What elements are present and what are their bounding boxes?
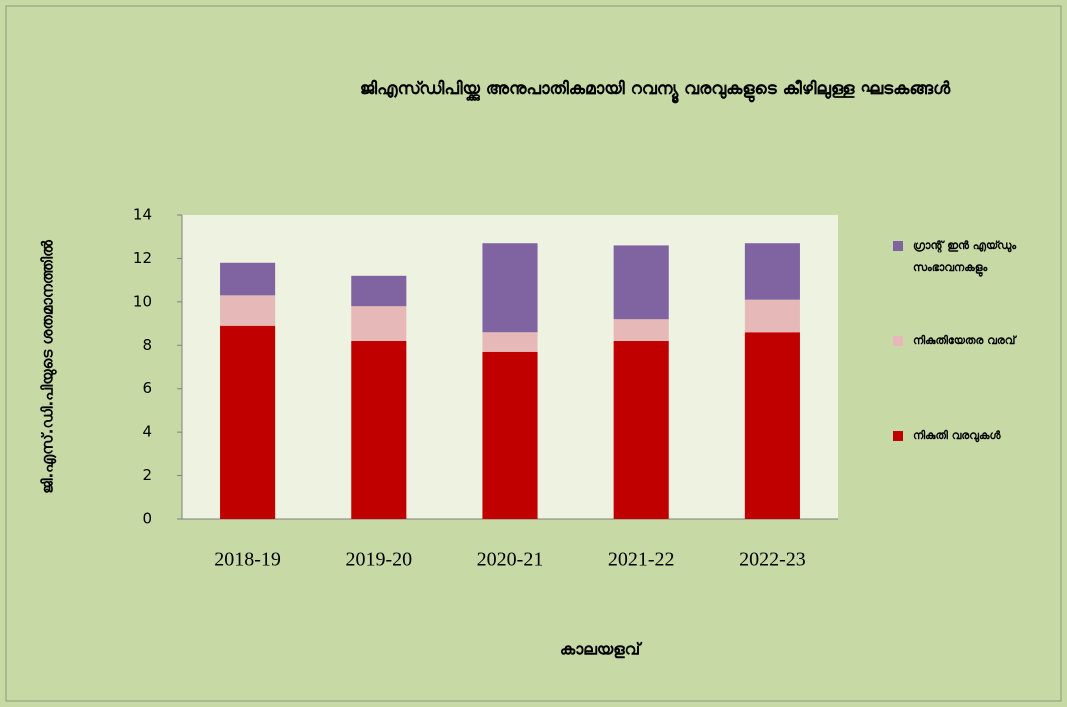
legend-item: നികുതിയേതര വരവ് [893, 330, 1053, 425]
bar-segment [220, 295, 276, 326]
y-tick-label: 6 [142, 379, 152, 397]
x-tick-label: 2020-21 [477, 549, 544, 571]
y-tick-label: 2 [142, 466, 152, 484]
y-axis-label: ജി.എസ്.ഡി.പിയുടെ ശതമാനത്തിൽ [39, 240, 58, 494]
legend-item: ഗ്രാന്റ് ഇൻ എയ്ഡും സംഭാവനകളും [893, 235, 1053, 330]
legend-item: നികുതി വരവുകൾ [893, 425, 1053, 520]
bar-segment [613, 319, 669, 341]
x-axis-label: കാലയളവ് [560, 640, 643, 659]
y-tick-label: 12 [133, 249, 152, 267]
bar-segment [351, 306, 407, 341]
bar-segment [482, 351, 538, 519]
bar-segment [744, 243, 800, 300]
x-tick-label: 2018-19 [214, 549, 281, 571]
legend-label: ഗ്രാന്റ് ഇൻ എയ്ഡും സംഭാവനകളും [913, 239, 1017, 274]
legend: ഗ്രാന്റ് ഇൻ എയ്ഡും സംഭാവനകളും നികുതിയേതര … [893, 235, 1053, 520]
bar-segment [351, 340, 407, 519]
legend-label: നികുതി വരവുകൾ [913, 429, 1001, 442]
y-tick-label: 8 [142, 336, 152, 354]
legend-swatch [893, 431, 903, 441]
bar-segment [482, 332, 538, 352]
bar-segment [744, 332, 800, 519]
frame [5, 5, 1062, 702]
bar-segment [220, 262, 276, 296]
legend-swatch [893, 241, 903, 251]
bar-segment [220, 325, 276, 519]
y-tick-label: 10 [133, 292, 152, 310]
bar-segment [744, 299, 800, 333]
bar-segment [613, 340, 669, 519]
legend-swatch [893, 336, 903, 346]
legend-label: നികുതിയേതര വരവ് [913, 334, 1016, 347]
y-tick-label: 4 [142, 423, 152, 441]
y-tick-label: 14 [133, 206, 152, 224]
x-tick-label: 2019-20 [345, 549, 412, 571]
bar-segment [613, 245, 669, 320]
chart-title: ജിഎസ്ഡിപിയ്ക്കു അനുപാതികമായി റവന്യൂ വരവു… [359, 79, 951, 99]
x-tick-label: 2022-23 [739, 549, 806, 571]
y-tick-label: 0 [142, 510, 152, 528]
bar-segment [482, 243, 538, 333]
bar-segment [351, 275, 407, 307]
x-tick-label: 2021-22 [608, 549, 675, 571]
